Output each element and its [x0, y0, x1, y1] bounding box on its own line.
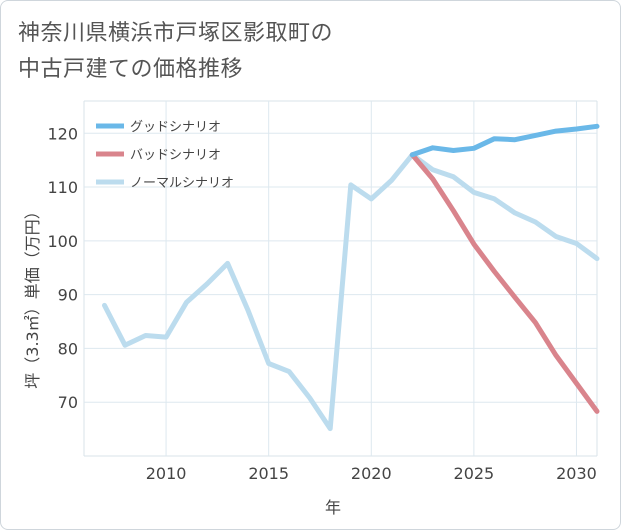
- series-lines: [102, 123, 600, 432]
- x-axis-label: 年: [325, 498, 341, 517]
- x-tick-label: 2010: [146, 464, 187, 483]
- series-line-1: [409, 152, 600, 414]
- grid: [83, 100, 598, 457]
- x-tick-label: 2030: [556, 464, 597, 483]
- x-tick-label: 2020: [351, 464, 392, 483]
- y-tick-label: 120: [47, 124, 78, 143]
- series-line-0: [409, 123, 600, 158]
- series-line-2: [102, 152, 600, 432]
- legend-label-1: バッドシナリオ: [130, 148, 221, 163]
- legend-label-0: グッドシナリオ: [130, 120, 221, 135]
- chart-title: 神奈川県横浜市戸塚区影取町の 中古戸建ての価格推移: [18, 16, 578, 88]
- y-tick-label: 70: [58, 393, 78, 412]
- y-tick-label: 100: [47, 232, 78, 251]
- axes: 70 80 90 100 110 120 2010 2015 2020 2025 2030: [47, 124, 596, 483]
- x-tick-label: 2025: [454, 464, 495, 483]
- chart-title-line2: 中古戸建ての価格推移: [18, 57, 244, 82]
- x-tick-label: 2015: [248, 464, 289, 483]
- y-tick-label: 80: [58, 339, 78, 358]
- y-tick-label: 110: [47, 178, 78, 197]
- legend-label-2: ノーマルシナリオ: [130, 176, 234, 191]
- y-tick-label: 90: [58, 286, 78, 305]
- chart-title-line1: 神奈川県横浜市戸塚区影取町の: [18, 21, 334, 46]
- y-axis-label: 坪（3.3㎡）単価（万円）: [23, 203, 42, 388]
